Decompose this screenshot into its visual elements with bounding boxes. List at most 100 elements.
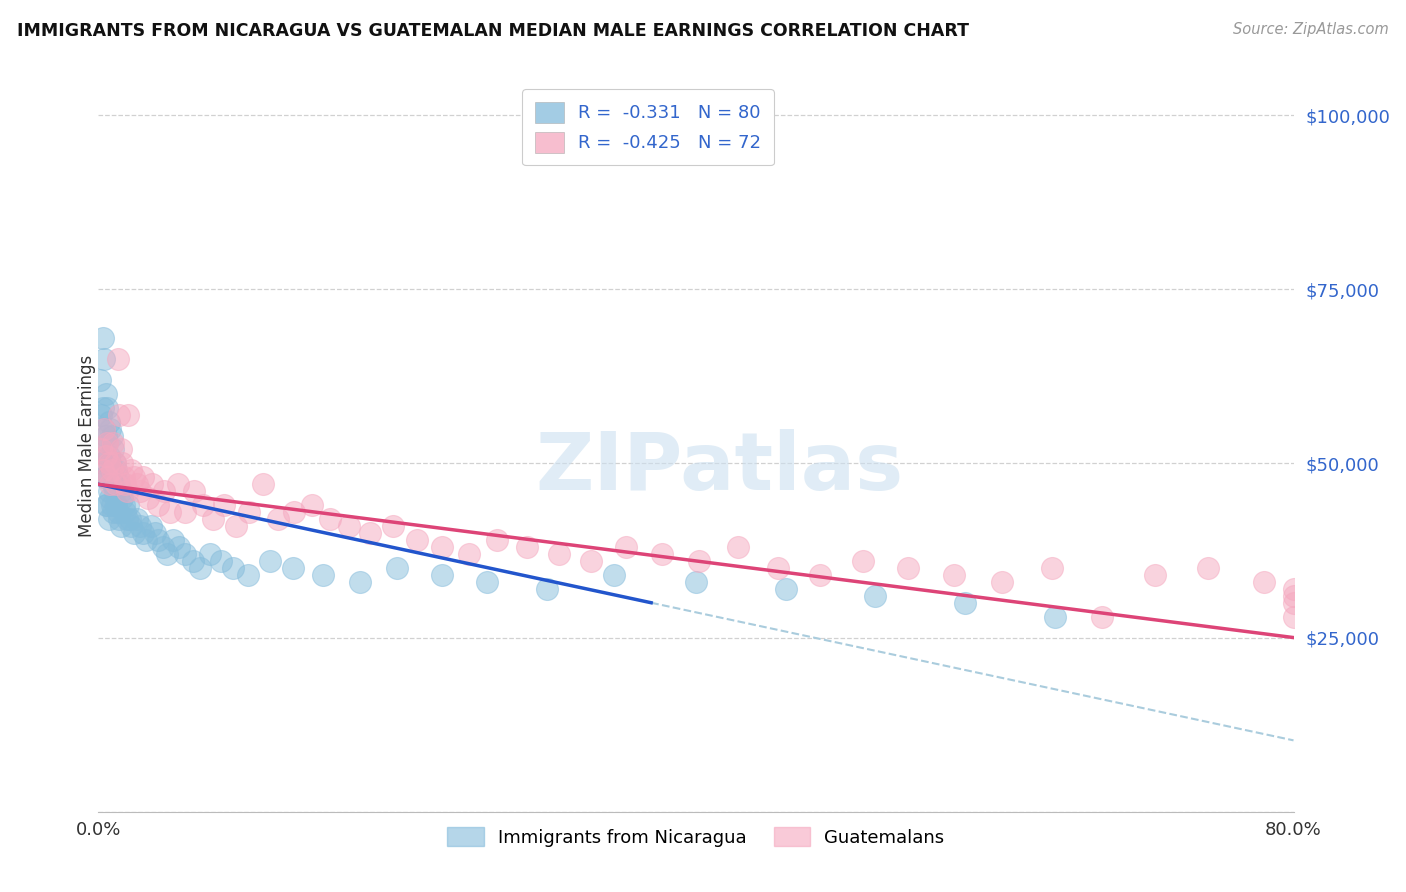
Point	[97, 450, 120, 464]
Point	[1253, 574, 1275, 589]
Point	[167, 540, 190, 554]
Point	[129, 519, 152, 533]
Point	[115, 512, 138, 526]
Point	[107, 505, 129, 519]
Point	[212, 498, 235, 512]
Point	[162, 533, 184, 547]
Point	[202, 512, 225, 526]
Point	[1197, 561, 1219, 575]
Point	[124, 526, 146, 541]
Point	[808, 567, 831, 582]
Point	[103, 477, 125, 491]
Point	[118, 512, 141, 526]
Point	[101, 463, 124, 477]
Point	[1143, 567, 1166, 582]
Point	[405, 533, 427, 547]
Point	[98, 491, 122, 506]
Point	[252, 477, 274, 491]
Point	[267, 512, 290, 526]
Point	[651, 547, 673, 561]
Point	[236, 567, 259, 582]
Point	[191, 498, 214, 512]
Point	[101, 498, 124, 512]
Point	[107, 351, 129, 366]
Point	[852, 554, 875, 568]
Point	[301, 498, 323, 512]
Point	[603, 567, 626, 582]
Point	[943, 567, 966, 582]
Point	[281, 561, 304, 575]
Point	[991, 574, 1014, 589]
Point	[143, 526, 166, 541]
Point	[97, 512, 120, 526]
Point	[1282, 596, 1305, 610]
Point	[93, 351, 115, 366]
Point	[96, 498, 118, 512]
Y-axis label: Median Male Earnings: Median Male Earnings	[79, 355, 96, 537]
Point	[581, 554, 603, 568]
Point	[174, 505, 197, 519]
Point	[127, 512, 149, 526]
Point	[148, 498, 170, 512]
Point	[1282, 582, 1305, 596]
Point	[1282, 609, 1305, 624]
Point	[89, 373, 111, 387]
Point	[111, 491, 134, 506]
Point	[153, 484, 176, 499]
Point	[94, 428, 117, 442]
Point	[101, 428, 124, 442]
Point	[105, 463, 128, 477]
Point	[114, 505, 136, 519]
Point	[124, 470, 146, 484]
Point	[547, 547, 569, 561]
Point	[94, 386, 117, 401]
Point	[385, 561, 409, 575]
Point	[94, 470, 117, 484]
Point	[222, 561, 245, 575]
Point	[90, 442, 112, 457]
Point	[107, 470, 129, 484]
Point	[339, 519, 361, 533]
Point	[90, 442, 112, 457]
Point	[103, 435, 125, 450]
Point	[103, 442, 125, 457]
Legend: Immigrants from Nicaragua, Guatemalans: Immigrants from Nicaragua, Guatemalans	[440, 820, 952, 854]
Point	[486, 533, 509, 547]
Text: Source: ZipAtlas.com: Source: ZipAtlas.com	[1233, 22, 1389, 37]
Point	[108, 477, 131, 491]
Point	[104, 484, 127, 499]
Point	[152, 540, 174, 554]
Point	[105, 477, 128, 491]
Point	[475, 574, 498, 589]
Point	[93, 421, 115, 435]
Point	[105, 498, 128, 512]
Point	[120, 519, 142, 533]
Point	[97, 415, 120, 429]
Point	[1282, 589, 1305, 603]
Point	[91, 401, 114, 415]
Point	[110, 442, 132, 457]
Point	[136, 491, 159, 506]
Point	[101, 463, 124, 477]
Point	[381, 519, 404, 533]
Point	[181, 554, 204, 568]
Point	[311, 567, 333, 582]
Point	[104, 457, 127, 471]
Point	[209, 554, 232, 568]
Point	[135, 533, 157, 547]
Point	[94, 498, 117, 512]
Point	[188, 561, 211, 575]
Point	[90, 408, 112, 422]
Point	[110, 519, 132, 533]
Point	[156, 547, 179, 561]
Point	[727, 540, 749, 554]
Point	[359, 526, 381, 541]
Point	[349, 574, 371, 589]
Point	[91, 457, 114, 471]
Point	[238, 505, 260, 519]
Point	[430, 567, 453, 582]
Point	[117, 408, 139, 422]
Point	[97, 484, 120, 499]
Point	[897, 561, 920, 575]
Point	[127, 477, 149, 491]
